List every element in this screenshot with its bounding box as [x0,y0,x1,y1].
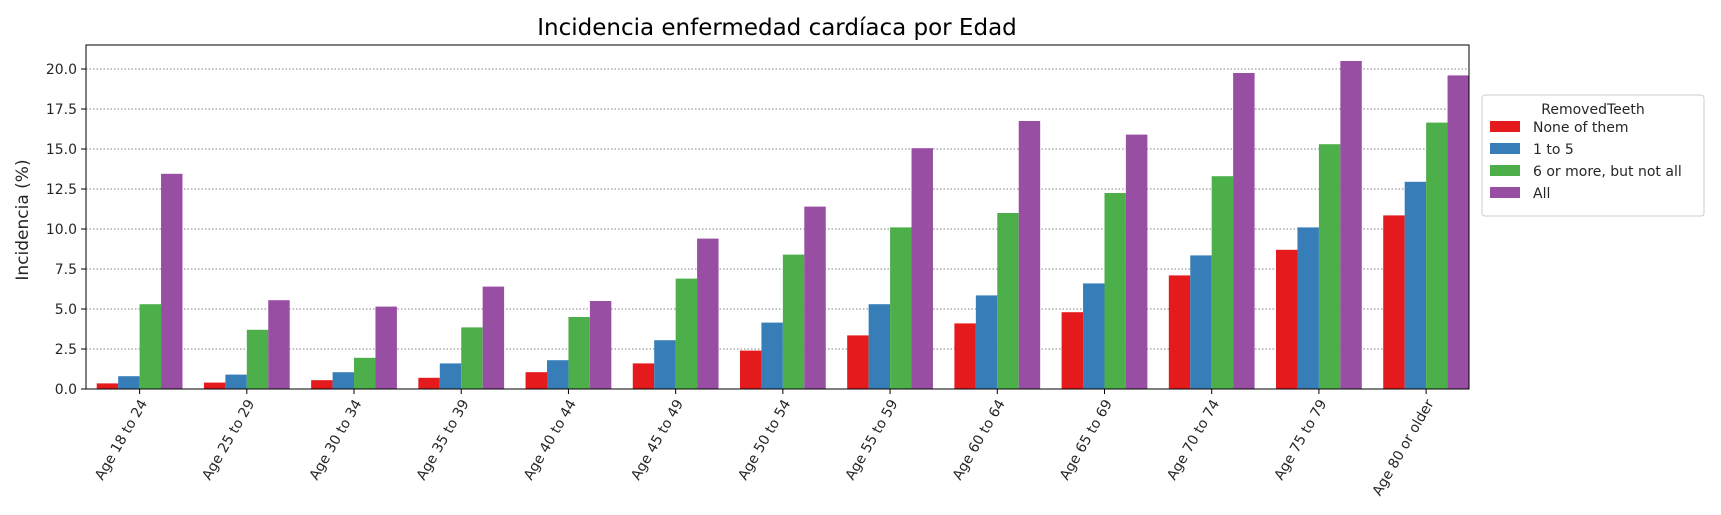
bar [418,377,440,389]
x-tick-label: Age 70 to 74 [1164,397,1223,483]
legend-swatch [1490,121,1520,132]
legend-swatch [1490,165,1520,176]
x-tick-label: Age 65 to 69 [1057,397,1116,483]
bar [589,301,612,389]
bar [311,380,333,389]
bar [1383,215,1405,389]
x-tick-label: Age 40 to 44 [521,397,580,483]
legend: RemovedTeeth None of them 1 to 5 6 or more… [1481,94,1705,217]
y-tick-label: 2.5 [55,342,77,358]
bar [890,227,912,389]
x-tick-label: Age 55 to 59 [843,397,902,483]
legend-label: 1 to 5 [1533,142,1574,158]
bars [96,61,1469,390]
bar [1426,122,1448,389]
bar [225,374,247,389]
bar [1190,255,1212,389]
legend-box [1481,94,1705,217]
bar [1125,134,1148,389]
plot-frame [85,44,1470,390]
bar [482,286,505,389]
bar [1297,227,1319,389]
bar [847,335,869,389]
bar [1447,75,1469,390]
bar [525,372,547,389]
bar [1061,312,1084,389]
y-tick-label: 15.0 [46,142,77,158]
bar [118,376,140,389]
bar [1168,275,1191,389]
bar [868,304,891,389]
bar [1233,73,1255,389]
bar [139,304,162,389]
bar [1318,144,1341,389]
bar [911,148,933,389]
bar [1104,193,1126,389]
bar [354,357,376,389]
bar [632,363,655,389]
bar [439,363,462,389]
bar [697,238,719,389]
bar [975,295,998,389]
bar [804,206,826,389]
y-tick-label: 17.5 [46,102,77,118]
y-tick-label: 5.0 [55,302,77,318]
legend-swatch [1490,143,1520,154]
bar [461,327,483,389]
bar [1276,249,1298,389]
legend-title: RemovedTeeth [1541,102,1644,118]
y-tick-label: 20.0 [46,62,77,78]
x-tick-label: Age 80 or older [1370,397,1438,499]
bar [1018,121,1041,389]
x-tick-label: Age 25 to 29 [199,397,258,483]
legend-label: None of them [1533,120,1629,136]
bar [1083,283,1105,389]
x-tick-label: Age 30 to 34 [307,397,366,483]
bar [96,383,119,389]
bar [203,382,226,389]
x-tick-label: Age 45 to 49 [628,397,687,483]
gridlines [86,68,1469,350]
bar [268,300,290,389]
bar [739,350,762,389]
x-tick-label: Age 18 to 24 [92,397,151,483]
x-tick-label: Age 50 to 54 [735,397,794,483]
bar [675,278,698,389]
x-axis-ticks: Age 18 to 24 Age 25 to 29 Age 30 to 34 Age … [92,389,1438,499]
bar [1404,181,1427,389]
bar [161,173,183,389]
chart-title: Incidencia enfermedad cardíaca por Edad [537,15,1017,41]
y-axis-label: Incidencia (%) [13,159,33,280]
bar [332,372,355,389]
bar [1340,61,1362,389]
bar [246,329,269,389]
legend-items: None of them 1 to 5 6 or more, but not all… [1490,120,1682,202]
y-axis-ticks: 0.0 2.5 5.0 7.5 10.0 12.5 15.0 17.5 20.0 [46,62,86,398]
bar [954,323,976,389]
bar [761,322,783,389]
bar [547,360,569,389]
x-tick-label: Age 75 to 79 [1271,397,1330,483]
y-tick-label: 12.5 [46,182,77,198]
legend-label: All [1533,186,1550,202]
legend-swatch [1490,187,1520,198]
bar [375,306,397,389]
bar [1211,176,1234,389]
x-tick-label: Age 60 to 64 [950,397,1009,483]
bar [568,317,590,389]
y-tick-label: 7.5 [55,262,77,278]
y-tick-label: 10.0 [46,222,77,238]
legend-label: 6 or more, but not all [1533,164,1682,180]
bar [782,254,805,389]
y-tick-label: 0.0 [55,382,77,398]
bar [654,340,676,389]
x-tick-label: Age 35 to 39 [414,397,473,483]
bar [997,213,1019,389]
